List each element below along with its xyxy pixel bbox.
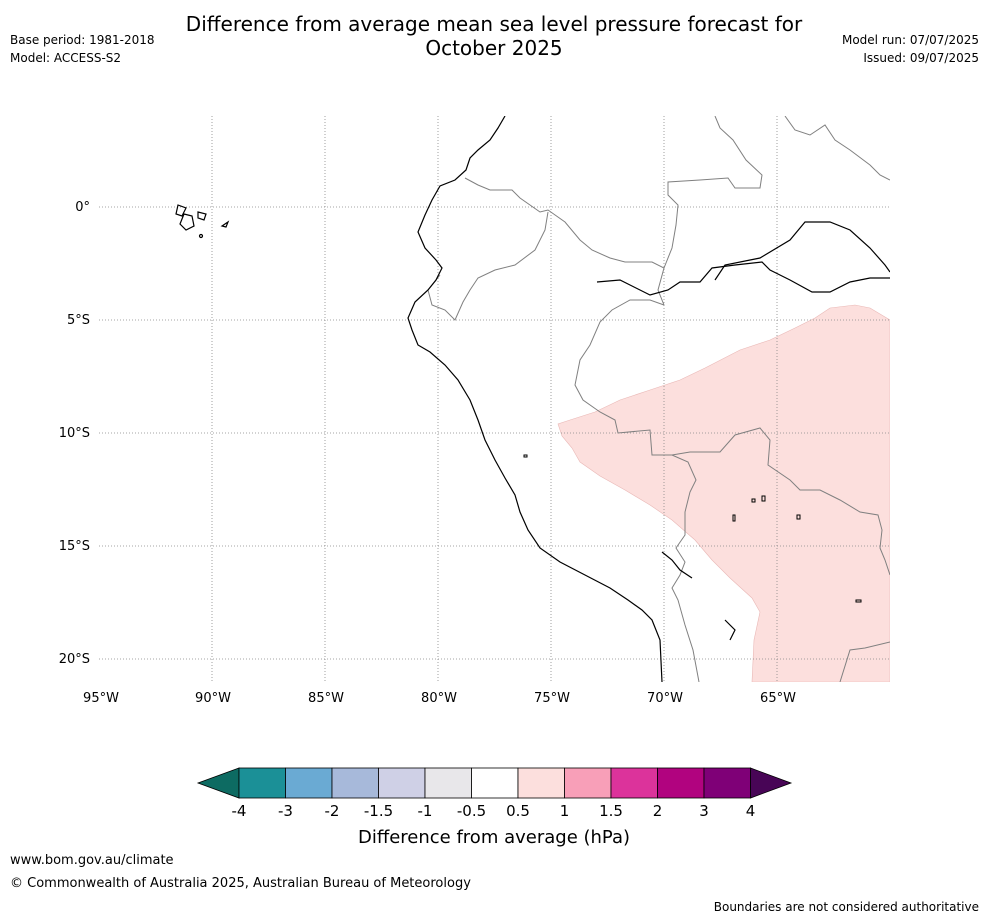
colorbar-extend-low bbox=[196, 767, 240, 799]
colorbar-tick-label: -4 bbox=[232, 802, 247, 820]
lon-label: 85°W bbox=[308, 691, 344, 706]
inland-lakes bbox=[523, 454, 862, 603]
colorbar-tick-label: 2 bbox=[653, 802, 663, 820]
lat-label: 10°S bbox=[59, 426, 90, 441]
colorbar-swatch bbox=[378, 767, 426, 799]
lon-label: 95°W bbox=[83, 691, 119, 706]
colorbar-tick-label: -1.5 bbox=[364, 802, 393, 820]
coastline bbox=[407, 116, 890, 682]
base-period: Base period: 1981-2018 bbox=[10, 33, 155, 47]
lon-label: 65°W bbox=[760, 691, 796, 706]
colorbar-tick-label: 1 bbox=[560, 802, 570, 820]
colorbar-title: Difference from average (hPa) bbox=[358, 827, 630, 848]
colorbar-swatch bbox=[564, 767, 612, 799]
colorbar-tick-label: -3 bbox=[278, 802, 293, 820]
lon-label: 80°W bbox=[421, 691, 457, 706]
colorbar-swatch bbox=[610, 767, 658, 799]
colorbar-tick-label: -1 bbox=[418, 802, 433, 820]
colorbar-extend-high bbox=[750, 767, 793, 799]
title-line-1: Difference from average mean sea level p… bbox=[185, 12, 803, 36]
colorbar-tick-label: 1.5 bbox=[599, 802, 623, 820]
model-name: Model: ACCESS-S2 bbox=[10, 51, 122, 65]
colorbar-swatch bbox=[517, 767, 565, 799]
colorbar-tick-label: -2 bbox=[325, 802, 340, 820]
footer-copyright: © Commonwealth of Australia 2025, Austra… bbox=[10, 876, 471, 891]
colorbar-tick-label: -0.5 bbox=[457, 802, 486, 820]
longitude-labels: 95°W 90°W 85°W 80°W 75°W 70°W 65°W bbox=[83, 691, 796, 706]
colorbar-swatch bbox=[703, 767, 751, 799]
colorbar-swatch bbox=[331, 767, 379, 799]
colorbar-tick-label: 0.5 bbox=[506, 802, 530, 820]
colorbar-swatch bbox=[424, 767, 472, 799]
colorbar-swatch bbox=[285, 767, 333, 799]
title-line-2: October 2025 bbox=[425, 36, 563, 60]
latitude-labels: 0° 5°S 10°S 15°S 20°S bbox=[59, 200, 90, 667]
map-panel bbox=[99, 116, 890, 682]
lat-label: 20°S bbox=[59, 652, 90, 667]
lon-label: 75°W bbox=[534, 691, 570, 706]
lat-label: 5°S bbox=[67, 313, 90, 328]
lon-label: 90°W bbox=[195, 691, 231, 706]
map-title: Difference from average mean sea level p… bbox=[0, 12, 988, 60]
footer-disclaimer: Boundaries are not considered authoritat… bbox=[713, 900, 979, 914]
colorbar-swatch bbox=[471, 767, 519, 799]
colorbar-swatch bbox=[238, 767, 286, 799]
footer-url[interactable]: www.bom.gov.au/climate bbox=[10, 853, 174, 868]
lat-label: 15°S bbox=[59, 539, 90, 554]
anomaly-region bbox=[557, 304, 890, 682]
colorbar-tick-label: 3 bbox=[699, 802, 709, 820]
colorbar bbox=[196, 767, 793, 799]
country-borders bbox=[427, 116, 890, 682]
colorbar-tick-label: 4 bbox=[746, 802, 756, 820]
graticule bbox=[99, 116, 890, 682]
colorbar-swatch bbox=[657, 767, 705, 799]
galapagos-islands bbox=[175, 204, 230, 239]
lon-label: 70°W bbox=[647, 691, 683, 706]
issued-date: Issued: 09/07/2025 bbox=[863, 51, 979, 65]
model-run: Model run: 07/07/2025 bbox=[841, 33, 979, 47]
colorbar-tick-labels: -4 -3 -2 -1.5 -1 -0.5 0.5 1 1.5 2 3 4 bbox=[232, 802, 756, 820]
lat-label: 0° bbox=[75, 200, 90, 215]
